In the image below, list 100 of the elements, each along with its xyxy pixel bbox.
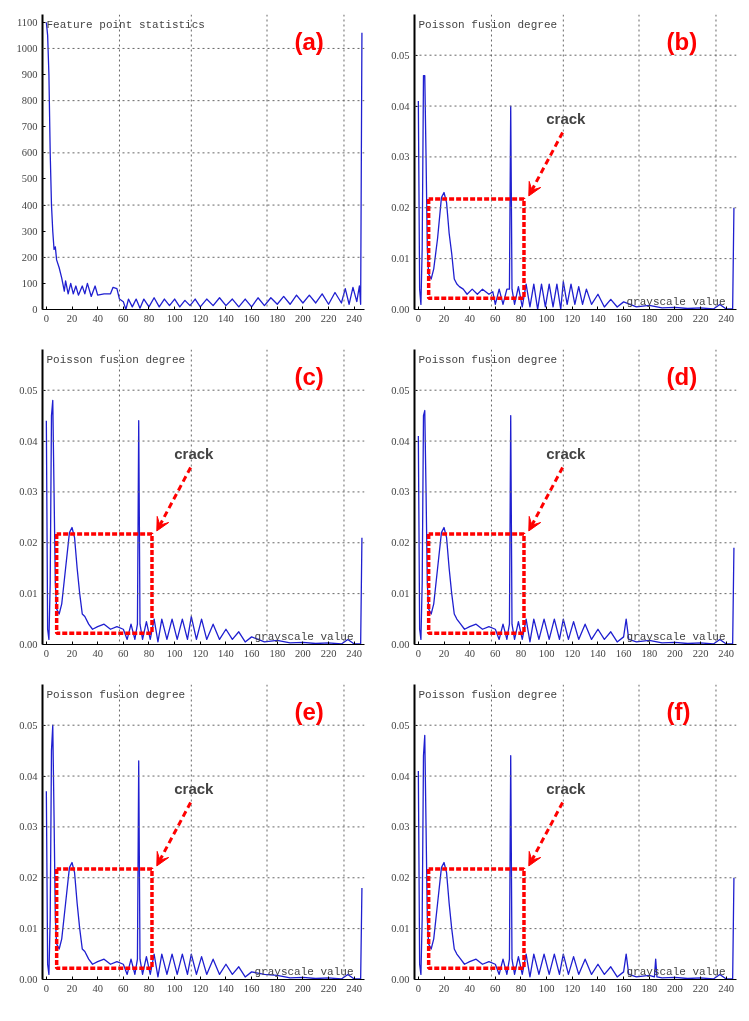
x-tick-label: 100 <box>166 312 183 324</box>
y-tick-label: 0.00 <box>19 639 38 650</box>
y-tick-label: 0.04 <box>391 100 411 112</box>
annotation: crack <box>174 779 215 797</box>
y-tick-label: 0.00 <box>391 639 410 650</box>
y-tick-label: 0.00 <box>19 974 38 985</box>
x-tick-label: 200 <box>667 647 683 659</box>
y-tick-label: 0.01 <box>19 923 38 935</box>
x-tick-label: 40 <box>464 312 475 324</box>
x-tick-label: 160 <box>615 647 632 659</box>
y-tick-label: 0.01 <box>19 588 38 600</box>
x-tick-label: 80 <box>143 982 155 994</box>
x-tick-label: 140 <box>218 982 234 994</box>
y-tick-label: 0.05 <box>391 719 410 731</box>
x-tick-label: 60 <box>118 982 129 994</box>
x-tick-label: 40 <box>92 982 103 994</box>
x-tick-label: 60 <box>490 647 501 659</box>
text: (a) <box>294 27 324 55</box>
x-tick-label: 100 <box>166 647 183 659</box>
x-tick-label: 220 <box>692 982 709 994</box>
x-tick-label: 0 <box>43 312 49 324</box>
y-tick-label: 0.04 <box>391 770 411 782</box>
x-tick-label: 60 <box>118 312 129 324</box>
x-tick-label: 220 <box>320 982 337 994</box>
x-tick-label: 240 <box>718 647 735 659</box>
y-tick-label: 0.03 <box>391 821 410 833</box>
y-tick-label: 0.05 <box>19 384 38 396</box>
y-tick-label: 0.04 <box>391 435 411 447</box>
annotation: crack <box>546 779 587 797</box>
x-tick-label: 40 <box>464 647 475 659</box>
y-tick-label: 400 <box>21 199 38 211</box>
y-tick-label: 0.01 <box>391 923 410 935</box>
x-tick-label: 240 <box>346 982 363 994</box>
x-tick-label: 120 <box>564 982 581 994</box>
y-axis-title: Poisson fusion degree <box>418 353 558 366</box>
x-tick-label: 120 <box>564 647 581 659</box>
x-tick-label: 60 <box>490 982 501 994</box>
y-tick-label: 1100 <box>16 16 38 28</box>
x-tick-label: 140 <box>218 312 234 324</box>
y-tick-label: 0.03 <box>391 486 410 498</box>
x-tick-label: 140 <box>590 312 606 324</box>
y-tick-label: 700 <box>21 121 38 133</box>
y-axis-title: Poisson fusion degree <box>418 18 558 31</box>
y-tick-label: 0.02 <box>391 872 410 884</box>
x-tick-label: 200 <box>667 982 683 994</box>
x-tick-label: 100 <box>166 982 183 994</box>
text: (f) <box>666 697 691 725</box>
x-tick-label: 0 <box>415 647 421 659</box>
y-tick-label: 0.00 <box>391 304 410 315</box>
y-tick-label: 0.00 <box>391 974 410 985</box>
x-tick-label: 240 <box>346 312 363 324</box>
x-tick-label: 60 <box>490 312 501 324</box>
x-tick-label: 80 <box>515 647 527 659</box>
x-tick-label: 80 <box>515 312 527 324</box>
x-tick-label: 120 <box>192 982 209 994</box>
text: (e) <box>294 697 324 725</box>
x-tick-label: 140 <box>590 647 606 659</box>
x-tick-label: 40 <box>464 982 475 994</box>
y-tick-label: 0.03 <box>391 151 410 163</box>
x-tick-label: 20 <box>66 647 78 659</box>
x-tick-label: 0 <box>415 312 421 324</box>
y-tick-label: 300 <box>21 225 38 237</box>
x-axis-title: grayscale value <box>254 630 354 643</box>
x-tick-label: 240 <box>718 982 735 994</box>
y-tick-label: 0.02 <box>19 537 38 549</box>
y-tick-label: 1000 <box>16 42 38 54</box>
y-tick-label: 900 <box>21 69 38 81</box>
annotation: crack <box>546 109 587 127</box>
x-tick-label: 200 <box>295 647 311 659</box>
y-axis-title: Poisson fusion degree <box>46 688 186 701</box>
x-tick-label: 200 <box>295 312 311 324</box>
x-tick-label: 140 <box>590 982 606 994</box>
y-tick-label: 0.01 <box>391 253 410 265</box>
x-tick-label: 60 <box>118 647 129 659</box>
x-tick-label: 180 <box>269 312 286 324</box>
y-tick-label: 0.03 <box>19 821 38 833</box>
x-tick-label: 100 <box>538 982 555 994</box>
x-tick-label: 160 <box>615 312 632 324</box>
y-tick-label: 500 <box>21 173 38 185</box>
x-tick-label: 120 <box>192 312 209 324</box>
y-tick-label: 0.04 <box>19 770 39 782</box>
annotation: crack <box>174 444 215 462</box>
y-tick-label: 600 <box>21 147 38 159</box>
x-tick-label: 20 <box>438 312 450 324</box>
text: (c) <box>294 362 324 390</box>
x-axis-title: grayscale value <box>254 965 354 978</box>
y-tick-label: 0.01 <box>391 588 410 600</box>
x-tick-label: 220 <box>692 647 709 659</box>
x-axis-title: grayscale value <box>626 295 726 308</box>
x-tick-label: 160 <box>243 312 260 324</box>
x-tick-label: 240 <box>346 647 363 659</box>
x-tick-label: 20 <box>438 647 450 659</box>
x-tick-label: 220 <box>320 647 337 659</box>
x-tick-label: 120 <box>564 312 581 324</box>
x-tick-label: 0 <box>43 647 49 659</box>
x-tick-label: 20 <box>438 982 450 994</box>
y-tick-label: 0.02 <box>391 537 410 549</box>
y-tick-label: 0.02 <box>391 202 410 214</box>
y-axis-title: Feature point statistics <box>46 18 205 31</box>
x-tick-label: 200 <box>295 982 311 994</box>
